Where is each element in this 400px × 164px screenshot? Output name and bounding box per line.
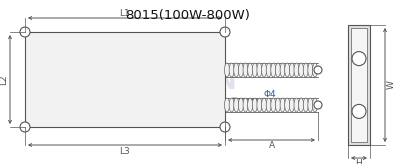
Circle shape xyxy=(314,66,322,74)
Ellipse shape xyxy=(285,63,290,77)
Circle shape xyxy=(88,67,106,86)
Ellipse shape xyxy=(248,98,253,112)
Ellipse shape xyxy=(294,98,299,112)
Text: 8015(100W-800W): 8015(100W-800W) xyxy=(126,9,250,22)
Ellipse shape xyxy=(276,63,280,77)
Ellipse shape xyxy=(229,98,234,112)
Polygon shape xyxy=(76,51,142,118)
Ellipse shape xyxy=(234,63,239,77)
Circle shape xyxy=(352,104,366,118)
Circle shape xyxy=(90,69,104,83)
Ellipse shape xyxy=(257,98,262,112)
Circle shape xyxy=(112,67,130,86)
Text: A: A xyxy=(268,142,274,151)
Ellipse shape xyxy=(299,98,304,112)
Ellipse shape xyxy=(248,63,253,77)
Ellipse shape xyxy=(229,63,234,77)
Ellipse shape xyxy=(234,98,239,112)
Ellipse shape xyxy=(285,98,290,112)
Circle shape xyxy=(20,122,30,132)
Ellipse shape xyxy=(312,98,318,112)
Ellipse shape xyxy=(271,63,276,77)
Circle shape xyxy=(106,91,112,97)
Circle shape xyxy=(220,27,230,37)
Circle shape xyxy=(20,27,30,37)
Text: W: W xyxy=(386,81,396,89)
Circle shape xyxy=(100,85,118,104)
Text: TOKEN: TOKEN xyxy=(147,70,238,94)
Ellipse shape xyxy=(308,98,313,112)
Ellipse shape xyxy=(303,63,308,77)
Circle shape xyxy=(94,73,100,79)
Text: L1: L1 xyxy=(120,9,130,18)
Bar xyxy=(25,32,225,127)
Text: L2: L2 xyxy=(0,74,8,85)
Bar xyxy=(351,28,367,142)
Ellipse shape xyxy=(289,98,294,112)
Ellipse shape xyxy=(252,98,257,112)
Ellipse shape xyxy=(262,63,266,77)
Ellipse shape xyxy=(280,98,285,112)
Text: H: H xyxy=(356,160,362,164)
Ellipse shape xyxy=(299,63,304,77)
Ellipse shape xyxy=(224,63,230,77)
Ellipse shape xyxy=(238,98,243,112)
Ellipse shape xyxy=(308,63,313,77)
Circle shape xyxy=(314,101,322,109)
Text: Φ4: Φ4 xyxy=(264,90,277,99)
Text: L3: L3 xyxy=(120,146,130,155)
Ellipse shape xyxy=(266,98,271,112)
Ellipse shape xyxy=(243,63,248,77)
Ellipse shape xyxy=(266,63,271,77)
Ellipse shape xyxy=(252,63,257,77)
Ellipse shape xyxy=(262,98,266,112)
Ellipse shape xyxy=(276,98,280,112)
Circle shape xyxy=(118,73,124,79)
Ellipse shape xyxy=(280,63,285,77)
Ellipse shape xyxy=(303,98,308,112)
Circle shape xyxy=(114,69,128,83)
Ellipse shape xyxy=(257,63,262,77)
Ellipse shape xyxy=(294,63,299,77)
Bar xyxy=(348,25,370,145)
Ellipse shape xyxy=(243,98,248,112)
Circle shape xyxy=(352,52,366,66)
Ellipse shape xyxy=(312,63,318,77)
Ellipse shape xyxy=(224,98,230,112)
Circle shape xyxy=(102,87,116,101)
Ellipse shape xyxy=(289,63,294,77)
Ellipse shape xyxy=(271,98,276,112)
Ellipse shape xyxy=(238,63,243,77)
Circle shape xyxy=(220,122,230,132)
